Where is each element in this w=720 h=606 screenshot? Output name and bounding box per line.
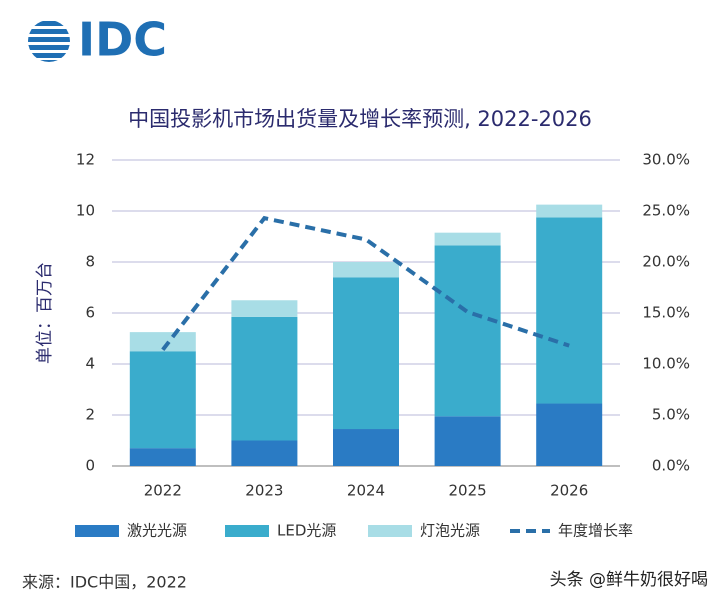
y-axis-label: 单位：百万台 — [35, 262, 55, 364]
legend-swatch — [225, 525, 269, 537]
bar — [129, 448, 196, 466]
bar — [231, 440, 298, 466]
logo-text: IDC — [78, 13, 167, 67]
x-tick-label: 2025 — [449, 482, 487, 500]
y-tick-label: 10 — [76, 202, 95, 220]
y2-tick-label: 25.0% — [642, 202, 690, 220]
bar — [434, 232, 501, 246]
legend-label: 灯泡光源 — [420, 522, 480, 540]
y-tick-label: 0 — [85, 457, 95, 475]
bar — [231, 300, 298, 317]
y-tick-label: 12 — [76, 151, 95, 169]
legend-swatch — [75, 525, 119, 537]
chart-title: 中国投影机市场出货量及增长率预测, 2022-2026 — [128, 107, 592, 131]
y2-tick-label: 10.0% — [642, 355, 690, 373]
bar — [434, 416, 501, 466]
x-tick-label: 2022 — [144, 482, 182, 500]
x-tick-label: 2026 — [550, 482, 588, 500]
legend-label: 激光光源 — [127, 522, 187, 540]
legend-label: 年度增长率 — [558, 522, 633, 540]
bar — [536, 403, 603, 466]
bar — [333, 262, 399, 278]
y-tick-label: 2 — [85, 406, 95, 424]
bar — [333, 429, 399, 466]
bar — [333, 277, 399, 430]
y2-tick-label: 30.0% — [642, 151, 690, 169]
x-tick-label: 2024 — [347, 482, 385, 500]
y-tick-label: 8 — [85, 253, 95, 271]
legend-label: LED光源 — [277, 522, 336, 540]
x-tick-label: 2023 — [245, 482, 283, 500]
watermark: 头条 @鲜牛奶很好喝 — [550, 570, 708, 590]
y-tick-label: 4 — [85, 355, 95, 373]
bar — [536, 217, 603, 404]
bar — [434, 245, 501, 417]
bar — [129, 332, 196, 352]
y2-tick-label: 20.0% — [642, 253, 690, 271]
bar — [231, 316, 298, 441]
bar — [536, 204, 603, 218]
legend-swatch — [368, 525, 412, 537]
bar — [129, 351, 196, 449]
y2-tick-label: 5.0% — [652, 406, 690, 424]
logo-globe — [28, 21, 70, 62]
y2-tick-label: 0.0% — [652, 457, 690, 475]
source: 来源：IDC中国，2022 — [22, 573, 187, 592]
y2-tick-label: 15.0% — [642, 304, 690, 322]
y-tick-label: 6 — [85, 304, 95, 322]
